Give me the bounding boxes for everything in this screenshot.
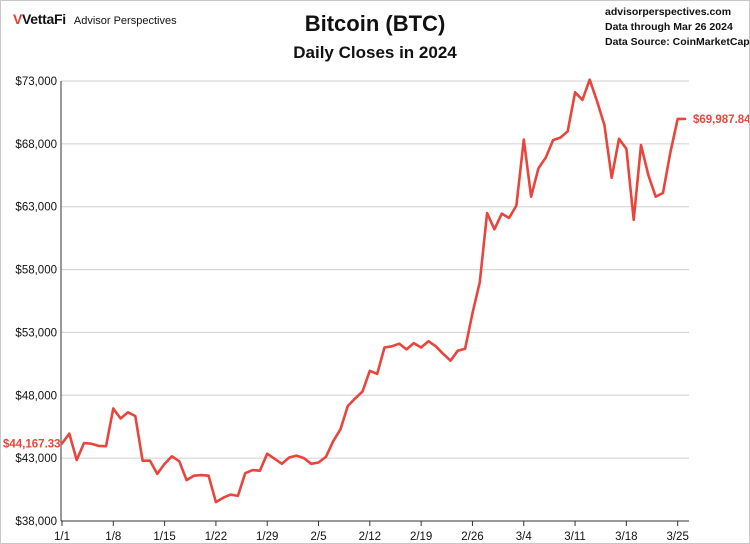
- y-tick-label: $63,000: [15, 202, 57, 214]
- brand-logo: VVettaFi: [13, 11, 66, 27]
- chart-title: Bitcoin (BTC): [304, 11, 446, 36]
- start-value-label: $44,167.33: [3, 438, 61, 450]
- x-tick-label: 1/15: [153, 531, 175, 543]
- x-tick-label: 1/29: [256, 531, 278, 543]
- y-tick-label: $53,000: [15, 327, 57, 339]
- x-tick-label: 3/4: [516, 531, 533, 543]
- site-text: advisorperspectives.com: [605, 6, 732, 18]
- series-line: [60, 78, 687, 504]
- x-tick-label: 2/12: [359, 531, 381, 543]
- x-tick-label: 2/26: [461, 531, 483, 543]
- x-tick-label: 3/18: [615, 531, 637, 543]
- x-tick-label: 1/1: [54, 531, 70, 543]
- y-tick-label: $38,000: [15, 516, 57, 528]
- x-tick-label: 1/22: [205, 531, 227, 543]
- brand: VVettaFi Advisor Perspectives: [13, 11, 177, 27]
- y-tick-label: $68,000: [15, 139, 57, 151]
- brand-name: VettaFi: [22, 11, 66, 27]
- brand-subtitle: Advisor Perspectives: [73, 15, 177, 27]
- chart-meta: advisorperspectives.com Data through Mar…: [605, 5, 750, 50]
- y-tick-label: $48,000: [15, 390, 57, 402]
- y-tick-label: $43,000: [15, 453, 57, 465]
- data-source-text: Data Source: CoinMarketCap: [605, 36, 750, 48]
- x-tick-label: 3/25: [666, 531, 688, 543]
- end-value-label: $69,987.84: [693, 114, 749, 126]
- x-tick-label: 2/5: [311, 531, 327, 543]
- x-tick-label: 3/11: [564, 531, 586, 543]
- x-tick-label: 1/8: [105, 531, 121, 543]
- y-tick-label: $58,000: [15, 265, 57, 277]
- chart-subtitle: Daily Closes in 2024: [293, 43, 457, 62]
- x-tick-label: 2/19: [410, 531, 432, 543]
- y-tick-label: $73,000: [15, 76, 57, 88]
- data-through-text: Data through Mar 26 2024: [605, 21, 733, 33]
